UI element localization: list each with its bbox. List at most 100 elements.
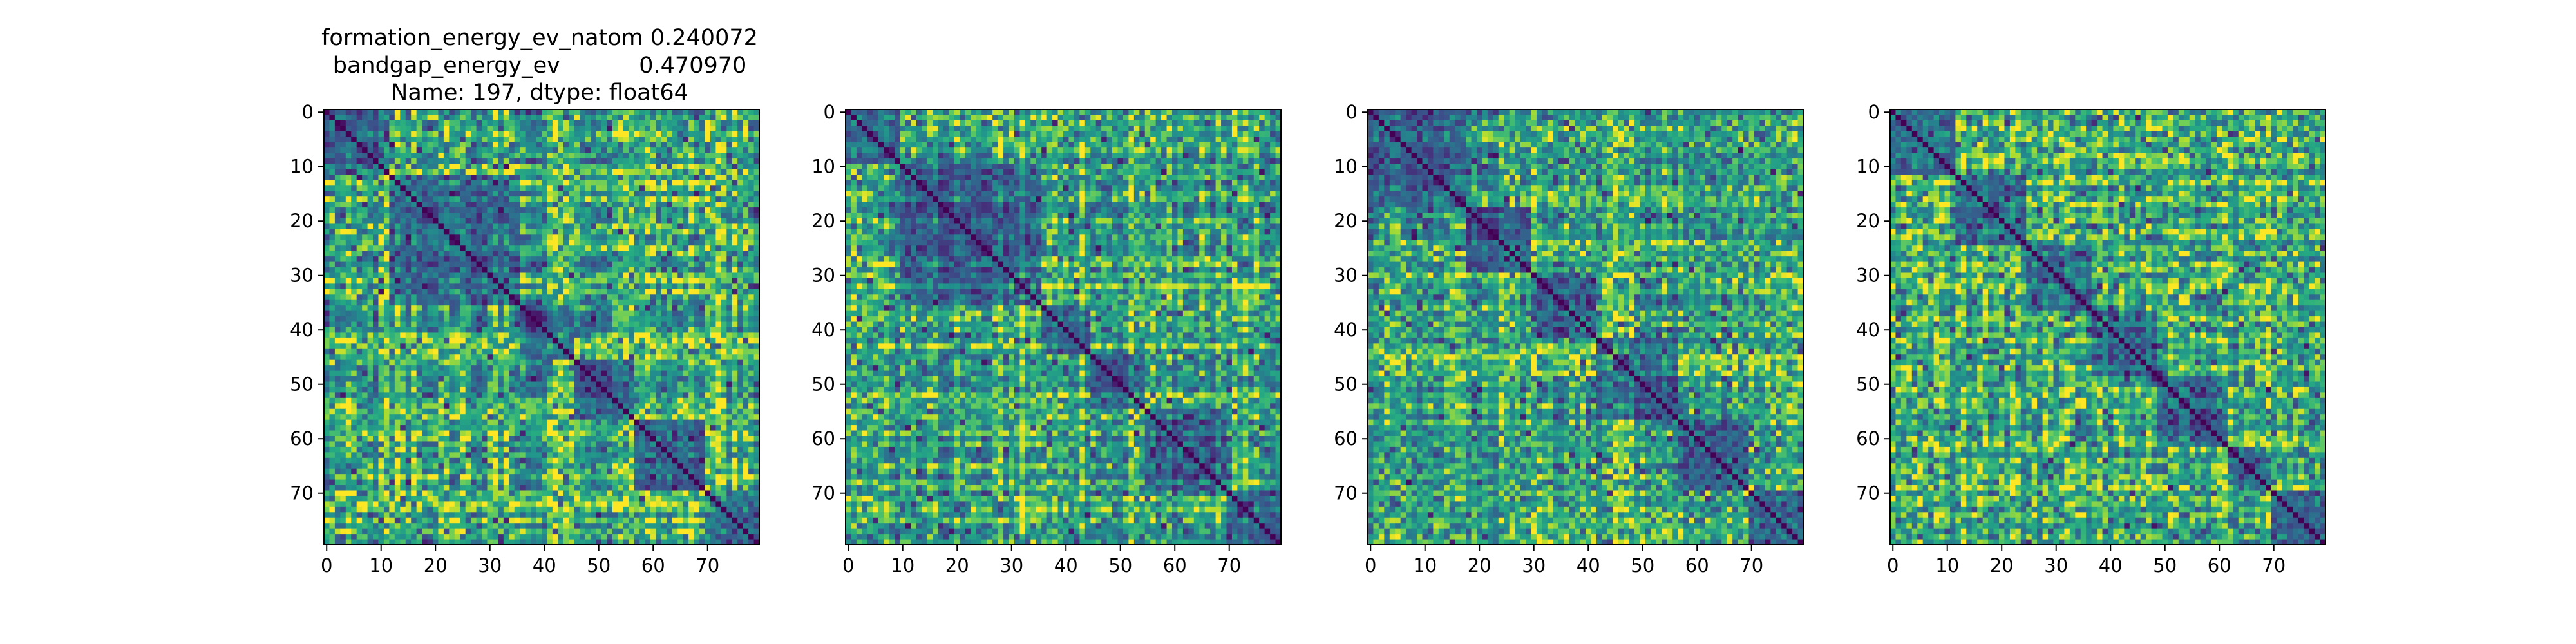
heatmap-cell [591, 321, 597, 328]
heatmap-cell [612, 261, 618, 268]
heatmap-cell [394, 381, 401, 388]
heatmap-cell [672, 310, 678, 317]
heatmap-cell [542, 386, 548, 393]
heatmap-cell [383, 202, 390, 208]
heatmap-cell [715, 126, 722, 132]
heatmap-cell [558, 164, 564, 170]
heatmap-cell [552, 354, 558, 361]
heatmap-cell [677, 283, 684, 290]
heatmap-cell [422, 115, 428, 121]
heatmap-cell [705, 207, 711, 214]
heatmap-cell [345, 359, 352, 366]
heatmap-cell [677, 115, 684, 121]
heatmap-cell [715, 430, 722, 437]
heatmap-cell [351, 337, 357, 344]
heatmap-cell [405, 397, 412, 404]
heatmap-cell [373, 414, 379, 421]
heatmap-cell [422, 240, 428, 246]
heatmap-cell [737, 180, 744, 186]
heatmap-cell [422, 332, 428, 339]
heatmap-cell [536, 354, 542, 361]
heatmap-cell [563, 321, 569, 328]
heatmap-cell [753, 419, 760, 426]
heatmap-cell [688, 147, 695, 154]
heatmap-cell [487, 397, 493, 404]
heatmap-cell [639, 381, 646, 388]
heatmap-cell [591, 207, 597, 214]
heatmap-cell [378, 376, 384, 383]
heatmap-cell [591, 403, 597, 410]
heatmap-cell [383, 191, 390, 197]
heatmap-cell [732, 229, 738, 235]
heatmap-cell [547, 207, 553, 214]
heatmap-cell [531, 137, 537, 143]
heatmap-cell [721, 370, 727, 377]
heatmap-cell [580, 207, 586, 214]
heatmap-cell [362, 414, 368, 421]
heatmap-cell [509, 126, 515, 132]
heatmap-cell [498, 196, 504, 203]
heatmap-cell [705, 436, 711, 442]
heatmap-cell [547, 436, 553, 442]
heatmap-cell [383, 365, 390, 372]
heatmap-cell [748, 218, 755, 225]
heatmap-cell [427, 354, 433, 361]
heatmap-cell [340, 294, 346, 301]
heatmap-cell [400, 126, 406, 132]
heatmap-cell [726, 403, 733, 410]
heatmap-cell [389, 218, 395, 225]
heatmap-cell [645, 169, 651, 175]
heatmap-cell [596, 267, 602, 274]
heatmap-cell [438, 392, 444, 399]
heatmap-cell [705, 196, 711, 203]
heatmap-cell [329, 370, 336, 377]
heatmap-cell [531, 234, 537, 241]
heatmap-cell [569, 142, 575, 148]
heatmap-cell [650, 256, 657, 263]
heatmap-cell [351, 441, 357, 448]
heatmap-cell [623, 316, 629, 323]
heatmap-cell [542, 365, 548, 372]
heatmap-cell [639, 283, 646, 290]
heatmap-cell [329, 305, 336, 312]
heatmap-cell [726, 245, 733, 252]
heatmap-cell [405, 327, 412, 334]
heatmap-cell [324, 354, 330, 361]
title-line-2: bandgap_energy_ev 0.470970 [333, 53, 747, 79]
heatmap-cell [351, 392, 357, 399]
heatmap-cell [601, 321, 607, 328]
heatmap-cell [650, 213, 657, 219]
heatmap-cell [634, 272, 640, 279]
heatmap-cell [503, 386, 509, 393]
heatmap-cell [465, 153, 471, 159]
heatmap-cell [367, 142, 374, 148]
heatmap-cell [329, 185, 336, 192]
heatmap-cell [400, 256, 406, 263]
heatmap-cell [324, 164, 330, 170]
heatmap-cell [612, 337, 618, 344]
heatmap-cell [656, 115, 662, 121]
heatmap-cell [732, 397, 738, 404]
heatmap-cell [438, 370, 444, 377]
heatmap-cell [618, 109, 624, 116]
heatmap-cell [531, 158, 537, 165]
heatmap-cell [334, 425, 341, 431]
heatmap-cell [542, 376, 548, 383]
heatmap-cell [645, 261, 651, 268]
heatmap-cell [677, 370, 684, 377]
heatmap-cell [482, 115, 488, 121]
heatmap-cell [520, 337, 526, 344]
heatmap-cell [558, 392, 564, 399]
heatmap-cell [715, 343, 722, 350]
heatmap-cell [677, 142, 684, 148]
heatmap-cell [601, 218, 607, 225]
heatmap-cell [743, 218, 749, 225]
heatmap-cell [389, 376, 395, 383]
heatmap-cell [677, 430, 684, 437]
heatmap-cell [580, 370, 586, 377]
heatmap-cell [345, 218, 352, 225]
heatmap-cell [591, 180, 597, 186]
heatmap-cell [677, 153, 684, 159]
heatmap-cell [443, 142, 450, 148]
heatmap-cell [645, 164, 651, 170]
